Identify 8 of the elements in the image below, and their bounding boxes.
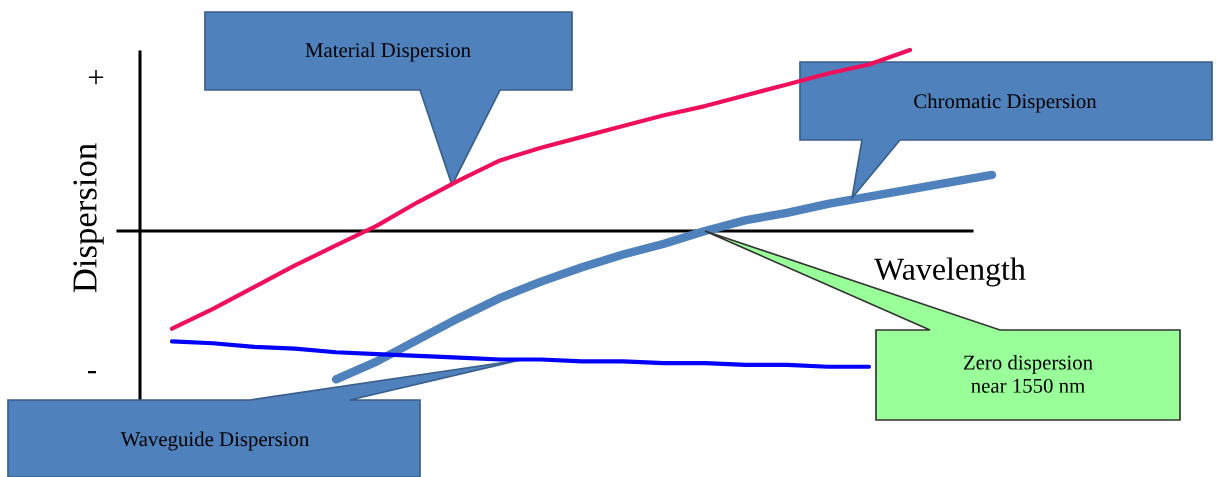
- text: -: [88, 371, 96, 374]
- y-axis-title: Dispersion: [73, 143, 104, 293]
- x-axis-title: Wavelength: [874, 257, 1026, 287]
- text: Waveguide Dispersion: [120, 431, 310, 451]
- annotation: Material Dispersion: [305, 42, 471, 62]
- annotation: Zero dispersion near 1550 nm: [963, 354, 1093, 393]
- annotation: Chromatic Dispersion: [914, 93, 1097, 113]
- text: +: [88, 70, 104, 85]
